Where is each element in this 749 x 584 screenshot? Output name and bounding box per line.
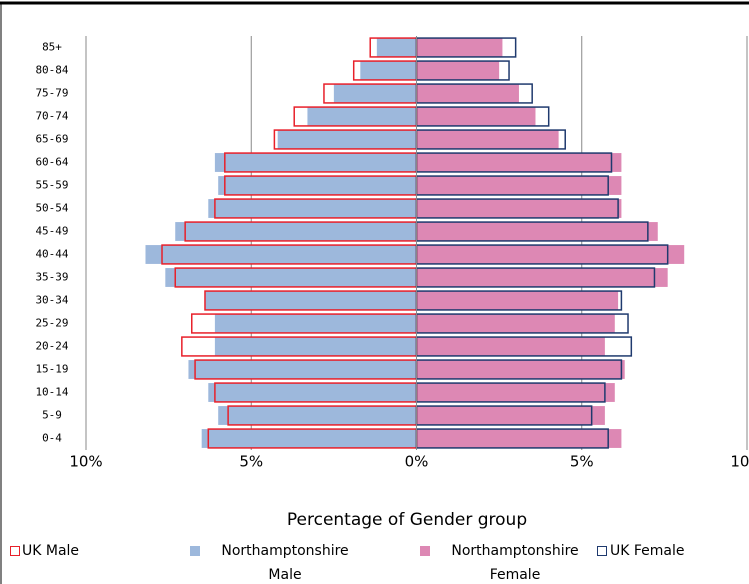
- y-tick-label: 30-34: [35, 294, 68, 307]
- bar: [416, 222, 658, 241]
- bar: [214, 314, 417, 333]
- x-tick-label: 10%: [69, 453, 102, 471]
- legend-swatch: [10, 546, 20, 556]
- legend-label: UK Male: [22, 543, 80, 559]
- bar: [333, 84, 417, 103]
- bar: [277, 130, 417, 149]
- bar: [214, 337, 417, 356]
- y-tick-label: 35-39: [35, 271, 68, 284]
- legend-label: UK Female: [610, 543, 685, 559]
- bar: [218, 176, 417, 195]
- y-tick-label: 10-14: [35, 386, 68, 399]
- x-axis-title: Percentage of Gender group: [287, 510, 527, 530]
- bar: [416, 61, 500, 80]
- bar: [188, 360, 417, 379]
- legend-label: Northamptonshire Male: [221, 543, 349, 583]
- bar: [416, 406, 605, 425]
- bar: [360, 61, 417, 80]
- legend-swatch: [190, 546, 200, 556]
- bar: [416, 245, 685, 264]
- bar: [416, 360, 625, 379]
- bar: [208, 199, 417, 218]
- y-tick-label: 45-49: [35, 225, 68, 238]
- y-tick-label: 15-19: [35, 363, 68, 376]
- bar: [416, 383, 615, 402]
- bar: [204, 291, 417, 310]
- x-tick-label: 0%: [405, 453, 429, 471]
- bar: [376, 38, 417, 57]
- bar: [416, 107, 536, 126]
- y-tick-label: 20-24: [35, 340, 68, 353]
- bar: [416, 337, 605, 356]
- y-tick-label: 40-44: [35, 248, 68, 261]
- bar: [416, 268, 668, 287]
- bar: [416, 314, 615, 333]
- bar: [218, 406, 417, 425]
- bar: [165, 268, 417, 287]
- bar: [416, 429, 622, 448]
- y-tick-label: 0-4: [42, 432, 62, 445]
- bar: [208, 383, 417, 402]
- bar: [175, 222, 417, 241]
- bar: [416, 84, 519, 103]
- bar: [214, 153, 417, 172]
- bar: [416, 199, 622, 218]
- x-tick-label: 5%: [239, 453, 263, 471]
- legend-label: Northamptonshire Female: [451, 543, 579, 583]
- bar: [307, 107, 417, 126]
- y-tick-label: 80-84: [35, 64, 68, 77]
- y-tick-label: 25-29: [35, 317, 68, 330]
- y-tick-label: 60-64: [35, 156, 68, 169]
- x-tick-label: 5%: [570, 453, 594, 471]
- y-tick-label: 65-69: [35, 133, 68, 146]
- x-tick-label: 10%: [730, 453, 749, 471]
- y-tick-label: 5-9: [42, 409, 62, 422]
- bar: [416, 291, 619, 310]
- bar: [145, 245, 417, 264]
- bar: [416, 176, 622, 195]
- y-tick-label: 85+: [42, 41, 62, 54]
- legend-swatch: [597, 546, 607, 556]
- bar: [416, 153, 622, 172]
- y-tick-label: 75-79: [35, 87, 68, 100]
- bar: [416, 38, 503, 57]
- legend-swatch: [420, 546, 430, 556]
- bar: [201, 429, 417, 448]
- y-tick-label: 50-54: [35, 202, 68, 215]
- y-tick-label: 70-74: [35, 110, 68, 123]
- bar: [416, 130, 559, 149]
- y-tick-label: 55-59: [35, 179, 68, 192]
